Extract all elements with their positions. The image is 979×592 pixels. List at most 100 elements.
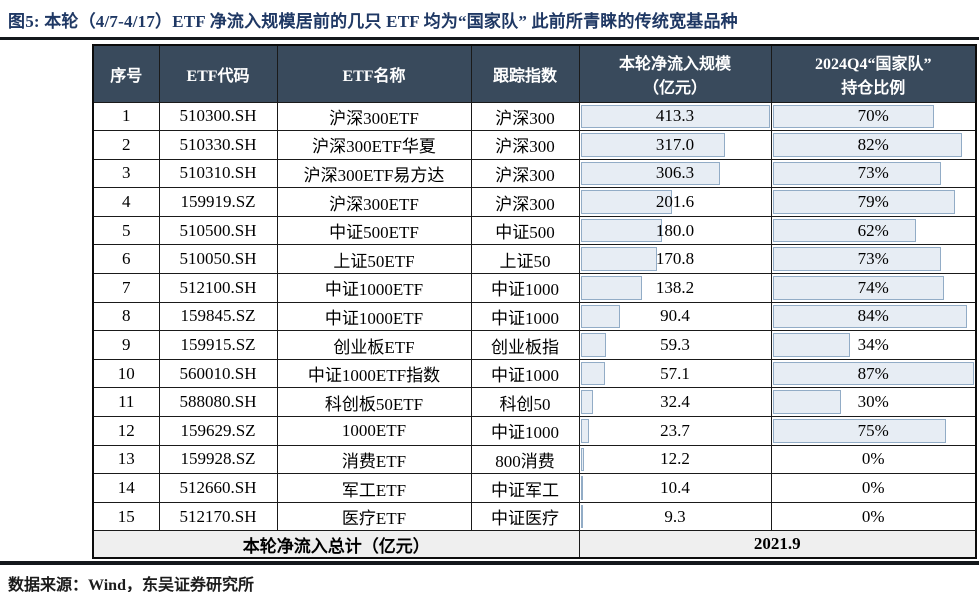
table-row: 15 512170.SH 医疗ETF 中证医疗 9.3 0% bbox=[92, 501, 977, 532]
row-code: 159629.SZ bbox=[158, 416, 278, 446]
table-row: 14 512660.SH 军工ETF 中证军工 10.4 0% bbox=[92, 473, 977, 503]
row-inflow-cell: 32.4 bbox=[578, 387, 772, 418]
col-header-holding-line1: 2024Q4“国家队” bbox=[815, 55, 932, 73]
row-no: 10 bbox=[92, 358, 160, 389]
row-index: 中证1000 bbox=[470, 301, 580, 332]
row-no: 15 bbox=[92, 501, 160, 532]
inflow-databar bbox=[580, 190, 672, 214]
source-comma: ， bbox=[125, 576, 142, 592]
row-holding-cell: 84% bbox=[770, 301, 977, 332]
row-name: 创业板ETF bbox=[276, 330, 472, 360]
holding-databar bbox=[772, 276, 944, 300]
holding-databar bbox=[772, 161, 942, 186]
row-inflow-cell: 90.4 bbox=[578, 301, 772, 332]
row-inflow-cell-value: 59.3 bbox=[660, 335, 690, 355]
data-source: 数据来源：Wind，东吴证券研究所 bbox=[8, 571, 979, 592]
row-inflow-cell-value: 180.0 bbox=[655, 220, 695, 240]
row-inflow-cell: 317.0 bbox=[578, 130, 772, 160]
row-inflow-cell: 138.2 bbox=[578, 273, 772, 303]
row-inflow-cell: 23.7 bbox=[578, 416, 772, 446]
total-value: 2021.9 bbox=[578, 530, 977, 559]
row-name: 医疗ETF bbox=[276, 501, 472, 532]
row-index: 科创50 bbox=[470, 387, 580, 418]
inflow-databar bbox=[580, 447, 585, 472]
row-name: 消费ETF bbox=[276, 444, 472, 475]
col-header-inflow: 本轮净流入规模 （亿元） bbox=[578, 44, 772, 103]
row-no: 9 bbox=[92, 330, 160, 360]
col-header-no: 序号 bbox=[92, 44, 160, 103]
holding-databar bbox=[772, 133, 963, 157]
row-inflow-cell: 180.0 bbox=[578, 215, 772, 246]
table-row: 4 159919.SZ 沪深300ETF 沪深300 201.6 79% bbox=[92, 187, 977, 217]
inflow-databar bbox=[580, 476, 584, 500]
row-holding-cell-value: 74% bbox=[857, 277, 889, 297]
row-inflow-cell: 59.3 bbox=[578, 330, 772, 360]
row-code: 512170.SH bbox=[158, 501, 278, 532]
inflow-databar bbox=[580, 104, 770, 129]
row-inflow-cell: 413.3 bbox=[578, 101, 772, 132]
row-name: 中证1000ETF指数 bbox=[276, 358, 472, 389]
source-prefix: 数据来源： bbox=[8, 576, 89, 592]
row-holding-cell: 0% bbox=[770, 444, 977, 475]
row-code: 510330.SH bbox=[158, 130, 278, 160]
row-inflow-cell-value: 138.2 bbox=[655, 277, 695, 297]
row-holding-cell: 87% bbox=[770, 358, 977, 389]
row-code: 588080.SH bbox=[158, 387, 278, 418]
row-code: 510300.SH bbox=[158, 101, 278, 132]
row-no: 7 bbox=[92, 273, 160, 303]
row-code: 512100.SH bbox=[158, 273, 278, 303]
inflow-databar bbox=[580, 504, 583, 529]
row-index: 创业板指 bbox=[470, 330, 580, 360]
header-row: 序号 ETF代码 ETF名称 跟踪指数 本轮净流入规模 （亿元） 2024Q4“… bbox=[92, 44, 977, 103]
row-holding-cell: 74% bbox=[770, 273, 977, 303]
holding-databar bbox=[772, 390, 841, 415]
row-code: 159845.SZ bbox=[158, 301, 278, 332]
row-holding-cell: 34% bbox=[770, 330, 977, 360]
col-header-inflow-line1: 本轮净流入规模 bbox=[618, 55, 731, 73]
row-no: 1 bbox=[92, 101, 160, 132]
row-index: 中证军工 bbox=[470, 473, 580, 503]
row-holding-cell-value: 73% bbox=[857, 249, 889, 269]
row-inflow-cell-value: 32.4 bbox=[660, 392, 690, 412]
row-index: 沪深300 bbox=[470, 130, 580, 160]
source-broker-link[interactable]: 东吴证券 bbox=[141, 576, 206, 592]
row-name: 沪深300ETF bbox=[276, 187, 472, 217]
row-no: 2 bbox=[92, 130, 160, 160]
table-row: 13 159928.SZ 消费ETF 800消费 12.2 0% bbox=[92, 444, 977, 475]
col-header-holding: 2024Q4“国家队” 持仓比例 bbox=[770, 44, 977, 103]
table-row: 2 510330.SH 沪深300ETF华夏 沪深300 317.0 82% bbox=[92, 130, 977, 160]
row-no: 14 bbox=[92, 473, 160, 503]
row-name: 中证1000ETF bbox=[276, 273, 472, 303]
row-holding-cell-value: 62% bbox=[857, 220, 889, 240]
row-holding-cell-value: 84% bbox=[857, 306, 889, 326]
row-name: 上证50ETF bbox=[276, 244, 472, 275]
row-holding-cell: 0% bbox=[770, 473, 977, 503]
etf-inflow-table: 序号 ETF代码 ETF名称 跟踪指数 本轮净流入规模 （亿元） 2024Q4“… bbox=[92, 44, 977, 559]
table-row: 9 159915.SZ 创业板ETF 创业板指 59.3 34% bbox=[92, 330, 977, 360]
row-code: 560010.SH bbox=[158, 358, 278, 389]
row-inflow-cell-value: 57.1 bbox=[660, 363, 690, 383]
row-no: 11 bbox=[92, 387, 160, 418]
row-holding-cell-value: 70% bbox=[857, 106, 889, 126]
source-wind-link[interactable]: Wind bbox=[88, 576, 126, 592]
inflow-databar bbox=[580, 304, 621, 329]
col-header-index: 跟踪指数 bbox=[470, 44, 580, 103]
row-inflow-cell-value: 413.3 bbox=[655, 106, 695, 126]
row-holding-cell: 82% bbox=[770, 130, 977, 160]
row-index: 上证50 bbox=[470, 244, 580, 275]
holding-databar bbox=[772, 247, 942, 272]
row-holding-cell: 70% bbox=[770, 101, 977, 132]
table-row: 6 510050.SH 上证50ETF 上证50 170.8 73% bbox=[92, 244, 977, 275]
holding-databar bbox=[772, 104, 935, 129]
row-holding-cell: 0% bbox=[770, 501, 977, 532]
row-inflow-cell-value: 10.4 bbox=[660, 478, 690, 498]
row-inflow-cell-value: 12.2 bbox=[660, 449, 690, 469]
total-label: 本轮净流入总计（亿元） bbox=[92, 530, 580, 559]
row-holding-cell: 79% bbox=[770, 187, 977, 217]
row-code: 159919.SZ bbox=[158, 187, 278, 217]
row-no: 13 bbox=[92, 444, 160, 475]
row-code: 159928.SZ bbox=[158, 444, 278, 475]
inflow-databar bbox=[580, 161, 721, 186]
row-inflow-cell: 9.3 bbox=[578, 501, 772, 532]
table-row: 1 510300.SH 沪深300ETF 沪深300 413.3 70% bbox=[92, 101, 977, 132]
